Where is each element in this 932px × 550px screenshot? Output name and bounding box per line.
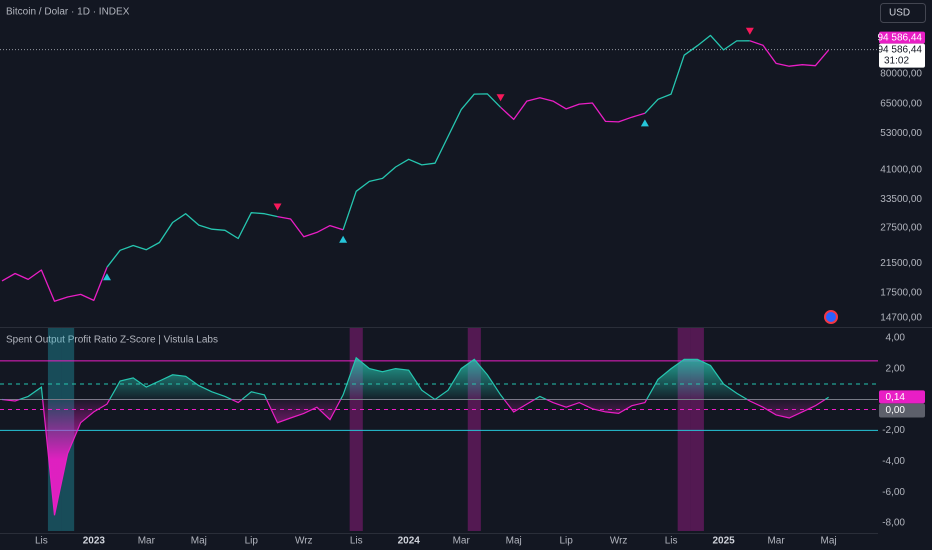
current-price-box: [879, 31, 925, 44]
signal-zone: [467, 328, 481, 531]
current-price-label: 94 586,44: [878, 32, 923, 43]
y-tick-label: 41000,00: [880, 165, 922, 176]
x-tick-label: 2023: [83, 536, 106, 547]
x-tick-label: Lis: [35, 536, 48, 547]
area-below: [2, 399, 826, 516]
last-value-box: [879, 390, 925, 404]
y-tick-label: 2,00: [886, 363, 906, 374]
y-tick-label: 4,00: [886, 332, 906, 343]
y-tick-label: -2,00: [882, 425, 905, 436]
x-tick-label: Lip: [559, 536, 573, 547]
last-value-label: 0,14: [886, 392, 906, 403]
sell-signal: [745, 27, 754, 35]
x-tick-label: Wrz: [295, 536, 313, 547]
price-line: [106, 34, 750, 268]
x-tick-label: Maj: [191, 536, 207, 547]
currency-label[interactable]: USD: [889, 8, 910, 19]
x-tick-label: Lis: [350, 536, 363, 547]
sell-signal: [496, 94, 505, 102]
price-scale-box: [879, 43, 925, 68]
signal-zone-top: [678, 0, 691, 327]
price-scale-label: 94 586,44: [878, 44, 923, 55]
x-tick-label: Wrz: [610, 536, 628, 547]
y-tick-label: 21500,00: [880, 258, 922, 269]
x-tick-label: Maj: [506, 536, 522, 547]
y-tick-label: 14700,00: [880, 313, 922, 324]
signal-zone-top: [350, 0, 363, 327]
x-tick-label: Mar: [767, 536, 785, 547]
event-icon[interactable]: [824, 310, 838, 324]
y-tick-label: 65000,00: [880, 98, 922, 109]
x-tick-label: 2025: [712, 536, 735, 547]
y-tick-label: -8,00: [882, 518, 905, 529]
signal-zone-top: [468, 0, 481, 327]
signal-zone: [690, 328, 704, 531]
y-tick-label: 0,00: [886, 405, 906, 416]
y-tick-label: 17500,00: [880, 287, 922, 298]
x-tick-label: Mar: [138, 536, 156, 547]
y-tick-label: 80000,00: [880, 68, 922, 79]
area-above: [2, 357, 829, 400]
x-tick-label: Lip: [245, 536, 259, 547]
y-tick-label: -4,00: [882, 456, 905, 467]
zscore-line-above: [2, 356, 829, 400]
zero-label-box: [879, 403, 925, 418]
x-tick-label: 2024: [398, 536, 421, 547]
signal-zone-top: [48, 0, 61, 327]
y-tick-label: 27500,00: [880, 222, 922, 233]
currency-button[interactable]: [880, 3, 926, 23]
signal-zone-top: [61, 0, 74, 327]
y-tick-label: 33500,00: [880, 194, 922, 205]
x-tick-label: Mar: [453, 536, 471, 547]
countdown-label: 31:02: [884, 55, 909, 66]
indicator-title: Spent Output Profit Ratio Z-Score | Vist…: [6, 335, 218, 346]
buy-signal: [640, 119, 649, 127]
y-tick-label: -6,00: [882, 487, 905, 498]
price-line: [1, 40, 830, 302]
buy-signal: [339, 235, 348, 243]
chart-title: Bitcoin / Dolar · 1D · INDEX: [6, 7, 130, 18]
sell-signal: [273, 203, 282, 211]
buy-signal: [102, 273, 111, 281]
signal-zone: [677, 328, 691, 531]
signal-zone-top: [691, 0, 704, 327]
x-tick-label: Maj: [820, 536, 836, 547]
x-tick-label: Lis: [665, 536, 678, 547]
y-tick-label: 53000,00: [880, 128, 922, 139]
